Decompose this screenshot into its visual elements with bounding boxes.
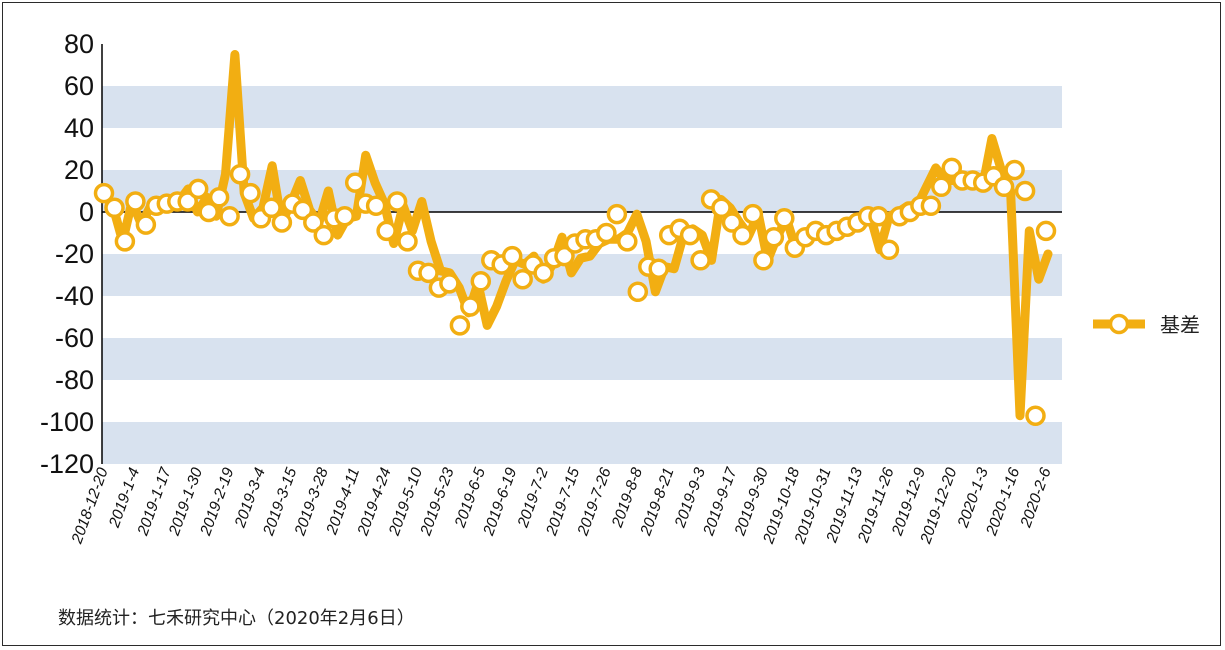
- band: [102, 86, 1062, 128]
- data-point: [208, 187, 230, 208]
- y-tick-label: 0: [79, 197, 94, 227]
- data-point: [460, 296, 481, 317]
- data-point: [344, 172, 366, 193]
- data-point: [397, 231, 418, 252]
- data-point: [753, 250, 774, 271]
- legend-label: 基差: [1160, 313, 1200, 337]
- data-point: [742, 203, 764, 225]
- legend: 基差: [1093, 313, 1200, 337]
- data-point: [711, 197, 732, 219]
- y-tick-label: -80: [55, 365, 94, 395]
- x-axis: 2018-12-202019-1-42019-1-172019-1-302019…: [68, 464, 1055, 547]
- y-tick-label: 40: [64, 113, 94, 143]
- data-point: [104, 197, 125, 219]
- data-point: [313, 224, 335, 246]
- background-bands: [102, 86, 1062, 464]
- data-point: [365, 195, 387, 216]
- data-point: [292, 199, 314, 221]
- data-point: [763, 226, 785, 248]
- data-point: [931, 176, 952, 198]
- data-point: [1004, 159, 1025, 181]
- data-point: [418, 262, 439, 284]
- data-point: [439, 273, 460, 294]
- y-axis: 80 60 40 20 0 -20 -40 -60 -80 -100 -120: [40, 29, 94, 479]
- data-point: [177, 191, 198, 212]
- data-point: [376, 220, 397, 242]
- y-tick-label: 80: [64, 29, 94, 59]
- data-point: [679, 224, 701, 246]
- data-point: [261, 197, 282, 219]
- y-tick-label: 60: [64, 71, 94, 101]
- data-point: [114, 231, 136, 252]
- band: [102, 422, 1062, 464]
- data-point: [993, 176, 1015, 198]
- data-point: [303, 212, 324, 233]
- data-point: [1014, 180, 1036, 202]
- data-point: [878, 239, 900, 261]
- source-note: 数据统计：七禾研究中心（2020年2月6日）: [58, 608, 415, 629]
- data-point: [229, 163, 251, 185]
- data-point: [868, 205, 889, 227]
- data-point: [554, 245, 575, 267]
- y-tick-label: -100: [40, 407, 94, 437]
- data-point: [721, 212, 743, 233]
- data-point: [774, 208, 795, 229]
- data-point: [690, 250, 711, 271]
- data-point: [198, 201, 219, 223]
- data-point: [386, 191, 408, 212]
- y-tick-label: -40: [55, 281, 94, 311]
- data-point: [271, 212, 293, 233]
- band: [102, 338, 1062, 380]
- data-point: [93, 182, 115, 204]
- data-point: [449, 315, 471, 336]
- data-point: [1025, 405, 1046, 426]
- data-point: [533, 262, 554, 284]
- data-point: [920, 195, 942, 216]
- data-point: [648, 258, 669, 279]
- data-point: [135, 214, 157, 235]
- data-point: [941, 157, 963, 179]
- y-tick-label: -20: [55, 239, 94, 269]
- legend-marker-swatch: [1108, 313, 1130, 335]
- y-tick-label: -60: [55, 323, 94, 353]
- data-point: [501, 245, 523, 267]
- data-point: [617, 231, 638, 252]
- data-point: [1035, 220, 1057, 242]
- series-markers: [93, 157, 1057, 426]
- data-point: [219, 205, 240, 227]
- data-point: [512, 268, 533, 290]
- x-tick-label: 2020-2-6: [1017, 465, 1055, 530]
- data-point: [240, 182, 261, 204]
- y-tick-label: -120: [40, 449, 94, 479]
- data-point: [596, 222, 617, 244]
- y-tick-label: 20: [64, 155, 94, 185]
- data-point: [606, 203, 628, 225]
- data-point: [627, 281, 649, 303]
- data-point: [732, 224, 753, 246]
- data-point: [470, 271, 492, 292]
- data-point: [125, 191, 146, 212]
- data-point: [334, 205, 355, 227]
- data-point: [187, 178, 209, 200]
